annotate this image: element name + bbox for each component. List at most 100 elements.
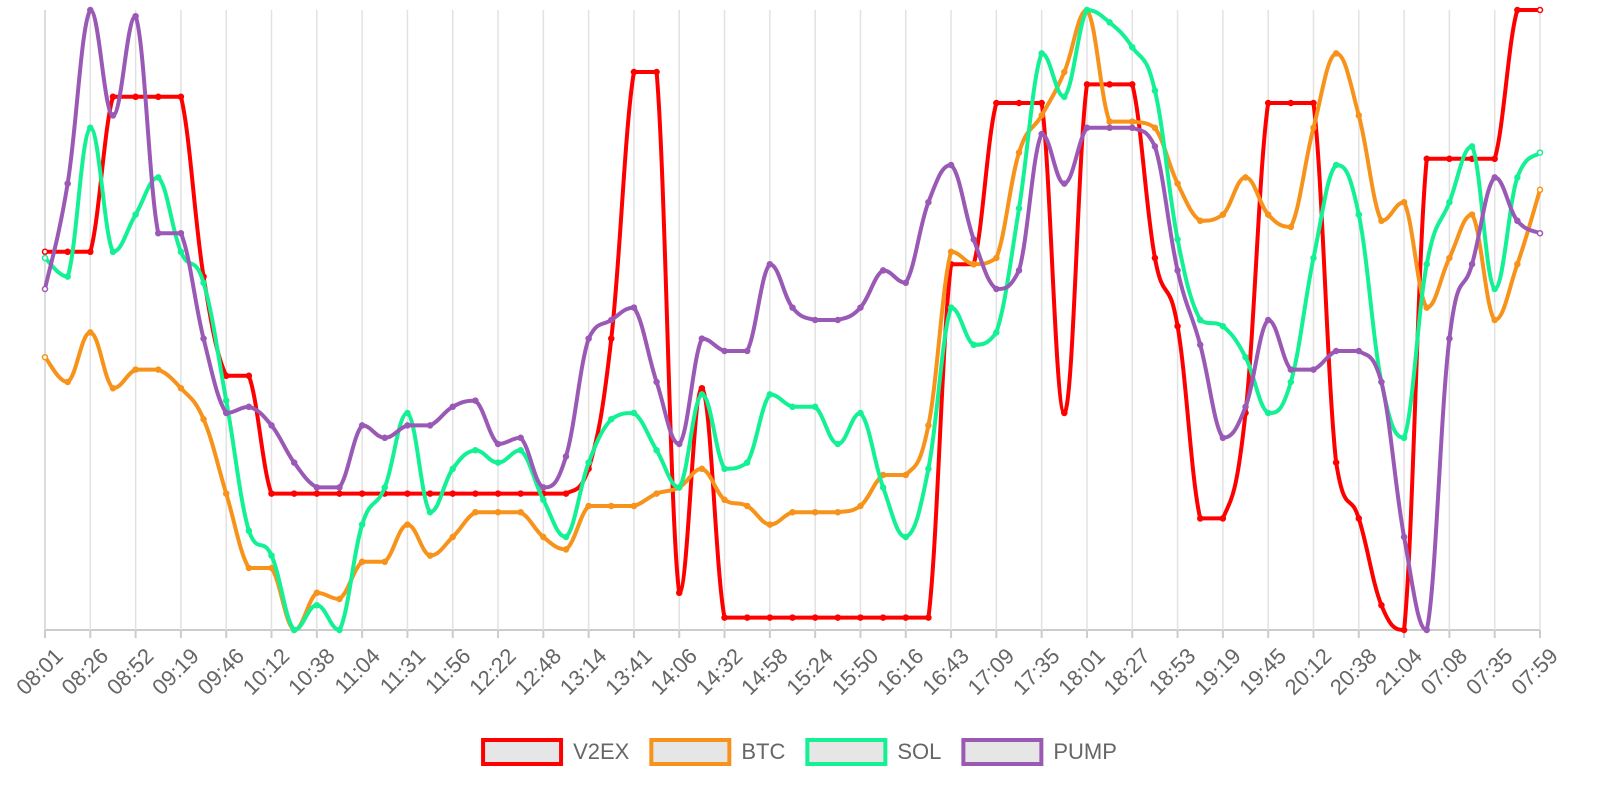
data-point [358,521,366,528]
data-point [313,601,321,609]
data-point [857,502,864,510]
data-point [1129,43,1136,51]
data-point [268,490,275,497]
data-point [200,335,207,342]
data-point [925,614,932,621]
data-point [1196,515,1204,522]
x-tick-label: 10:12 [238,643,295,700]
data-point [426,490,434,497]
data-point [743,459,751,466]
data-point [426,422,434,429]
data-point [494,508,502,516]
data-point [1423,304,1430,311]
data-point [1151,124,1159,132]
data-point [562,546,570,553]
data-point [1264,409,1272,417]
data-point [1015,149,1023,156]
data-point [404,422,411,429]
data-point [1106,118,1113,125]
data-point [857,304,864,311]
data-point [766,521,774,528]
data-point [834,614,842,621]
x-tick-label: 07:08 [1416,643,1473,700]
data-point [1514,174,1521,181]
data-point [1106,124,1113,132]
data-point [1287,99,1295,107]
data-point [902,533,910,541]
data-point [1083,81,1091,88]
data-point [993,99,1000,107]
x-tick-label: 13:14 [555,643,612,700]
x-tick-label: 08:01 [11,643,68,700]
data-point [1219,211,1227,218]
data-point [222,409,230,417]
data-point [1400,626,1408,634]
data-point [245,403,253,411]
data-point [1196,316,1204,324]
data-point [87,329,94,336]
data-point [630,502,638,510]
data-point [585,459,592,466]
data-point [1151,87,1159,94]
data-point [1151,143,1159,150]
legend-label: PUMP [1053,739,1117,764]
legend-swatch [481,738,564,766]
data-point [404,521,411,528]
data-point [1423,260,1430,268]
data-point [1219,515,1227,522]
data-point [1332,347,1340,355]
x-tick-label: 14:32 [691,643,748,700]
legend-item: BTC [649,738,785,766]
data-point [290,626,298,634]
data-point [1468,211,1476,218]
data-point [1423,626,1430,634]
data-point [1196,217,1204,225]
data-point [381,558,389,566]
data-point [1332,161,1340,169]
data-point [1468,260,1476,268]
data-point [925,465,932,473]
data-point [177,384,185,392]
data-point [993,285,1000,293]
x-tick-label: 15:50 [827,643,884,700]
x-tick-label: 18:01 [1053,643,1110,700]
data-point [1061,93,1068,101]
data-point [947,248,955,256]
data-point [1106,81,1113,88]
legend-swatch [649,738,732,766]
data-point [1287,223,1295,231]
data-point [902,471,910,479]
data-point [1174,267,1181,274]
data-point [1242,353,1249,361]
data-point [313,490,321,497]
data-point [358,490,366,497]
data-point [426,552,434,559]
data-point [1038,112,1045,119]
data-point [1174,236,1181,243]
data-point [789,403,796,411]
data-point [290,490,298,497]
data-point [1355,211,1363,218]
x-tick-label: 21:04 [1370,643,1427,700]
data-point [313,589,321,597]
data-point [1219,434,1227,442]
data-point [1332,50,1340,57]
data-point [1514,260,1521,268]
x-tick-label: 08:26 [57,643,114,700]
data-point [925,422,932,429]
data-point [358,422,366,429]
data-point [766,260,774,268]
data-point [87,124,94,132]
data-point [608,415,615,423]
data-point [970,341,977,349]
data-point [517,490,524,497]
data-point [857,409,864,417]
data-point [1378,217,1385,225]
data-point [857,614,864,621]
data-point [1536,6,1544,14]
x-tick-label: 12:48 [510,643,567,700]
data-point [517,446,524,454]
data-point [41,353,49,361]
data-point [562,490,570,497]
data-point [109,248,117,256]
